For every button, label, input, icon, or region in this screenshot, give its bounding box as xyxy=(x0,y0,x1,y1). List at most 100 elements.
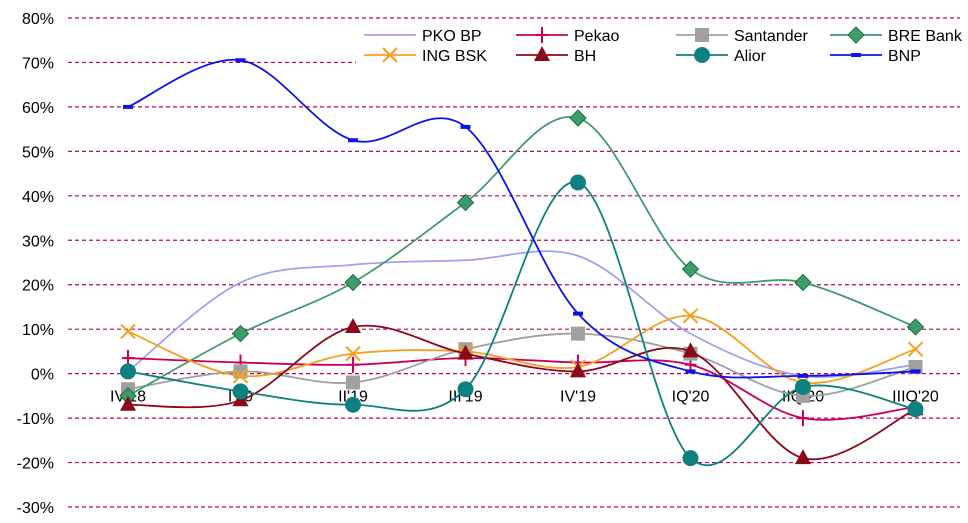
data-point xyxy=(907,341,924,357)
y-tick-label: 40% xyxy=(22,189,54,206)
legend-label: ING BSK xyxy=(422,48,487,65)
data-point xyxy=(346,375,360,390)
legend-swatch-marker xyxy=(694,47,710,63)
data-point xyxy=(347,356,359,373)
data-point xyxy=(348,138,358,143)
legend-swatch-marker xyxy=(536,27,548,43)
data-point xyxy=(457,344,474,360)
data-point xyxy=(797,410,809,427)
x-tick-label: IQ'20 xyxy=(672,389,710,406)
data-point xyxy=(907,401,924,418)
x-tick-label: IIIQ'20 xyxy=(892,389,939,406)
data-point xyxy=(795,449,811,465)
y-tick-label: 30% xyxy=(22,233,54,250)
data-point xyxy=(345,317,361,333)
legend-item: BRE Bank xyxy=(830,26,963,45)
y-tick-label: -30% xyxy=(17,500,54,517)
y-tick-label: 60% xyxy=(22,100,54,117)
y-tick-label: 80% xyxy=(22,11,54,28)
y-tick-label: 0% xyxy=(31,367,54,384)
y-tick-label: 70% xyxy=(22,55,54,72)
legend-label: BRE Bank xyxy=(888,28,963,45)
data-point xyxy=(232,383,249,400)
series-lines xyxy=(119,58,925,467)
y-axis-tick-labels: -30% -20% -10% 0% 10% 20% 30% 40% 50% 60% 70% 80% xyxy=(17,11,54,517)
y-tick-label: 10% xyxy=(22,322,54,339)
data-point xyxy=(906,318,925,336)
legend-swatch-marker xyxy=(851,53,861,57)
series-line xyxy=(127,181,916,467)
series-line xyxy=(127,58,916,379)
series-line xyxy=(127,314,916,385)
legend-swatch-marker xyxy=(382,47,398,63)
data-point xyxy=(798,373,808,378)
series-pko-bp xyxy=(127,250,916,378)
x-b xyxy=(382,47,398,63)
data-point xyxy=(345,396,361,413)
data-point xyxy=(682,308,699,324)
data-point xyxy=(571,326,585,341)
data-point xyxy=(232,368,249,384)
data-point xyxy=(457,381,474,398)
y-tick-label: 20% xyxy=(22,278,54,295)
legend-item: ING BSK xyxy=(364,47,487,65)
gridlines xyxy=(68,17,960,508)
legend-label: BH xyxy=(574,48,596,65)
data-point xyxy=(570,362,586,378)
series-bh xyxy=(120,317,924,465)
x-b xyxy=(907,341,924,357)
x-b xyxy=(345,345,361,362)
series-bnp xyxy=(123,58,921,379)
data-point xyxy=(123,104,133,109)
data-point xyxy=(120,395,136,411)
legend-item: BNP xyxy=(830,48,921,65)
data-point xyxy=(120,323,136,340)
x-tick-label: IV'19 xyxy=(560,389,596,406)
y-tick-label: -20% xyxy=(17,456,54,473)
legend-swatch-marker xyxy=(847,26,865,44)
legend-label: PKO BP xyxy=(422,28,482,45)
data-point xyxy=(682,342,699,358)
legend-item: Pekao xyxy=(516,27,619,45)
data-point xyxy=(795,378,811,395)
series-line xyxy=(127,250,916,378)
series-line xyxy=(127,324,916,461)
legend-label: Pekao xyxy=(574,28,619,45)
legend-item: Alior xyxy=(676,47,767,65)
series-line xyxy=(127,357,916,421)
data-point xyxy=(122,350,134,367)
series-line xyxy=(127,332,916,397)
legend-swatch-marker xyxy=(534,46,550,61)
legend-label: BNP xyxy=(888,48,921,65)
data-point xyxy=(910,369,921,374)
legend-item: PKO BP xyxy=(364,28,482,45)
legend: PKO BP Pekao Santander BRE Bank ING BSK BH Ali… xyxy=(356,22,963,68)
legend-label: Santander xyxy=(734,28,809,45)
data-point xyxy=(231,324,250,343)
series-line xyxy=(127,115,916,397)
x-b xyxy=(232,368,249,384)
legend-item: Santander xyxy=(676,28,809,45)
y-tick-label: -10% xyxy=(17,411,54,428)
data-point xyxy=(681,260,700,278)
data-point xyxy=(344,273,362,292)
series-bre-bank xyxy=(119,109,925,405)
data-point xyxy=(345,345,361,362)
legend-item: BH xyxy=(516,46,596,65)
data-point xyxy=(569,109,587,127)
data-point xyxy=(120,363,136,380)
x-b xyxy=(682,308,699,324)
legend-swatch-marker xyxy=(695,28,709,42)
data-point xyxy=(794,273,812,292)
legend-label: Alior xyxy=(734,48,767,65)
y-tick-label: 50% xyxy=(22,144,54,161)
data-point xyxy=(685,369,696,374)
data-point xyxy=(682,450,699,467)
data-point xyxy=(235,58,246,63)
data-point xyxy=(573,311,583,316)
data-point xyxy=(570,174,586,191)
data-point xyxy=(460,124,471,129)
data-point xyxy=(456,193,475,212)
